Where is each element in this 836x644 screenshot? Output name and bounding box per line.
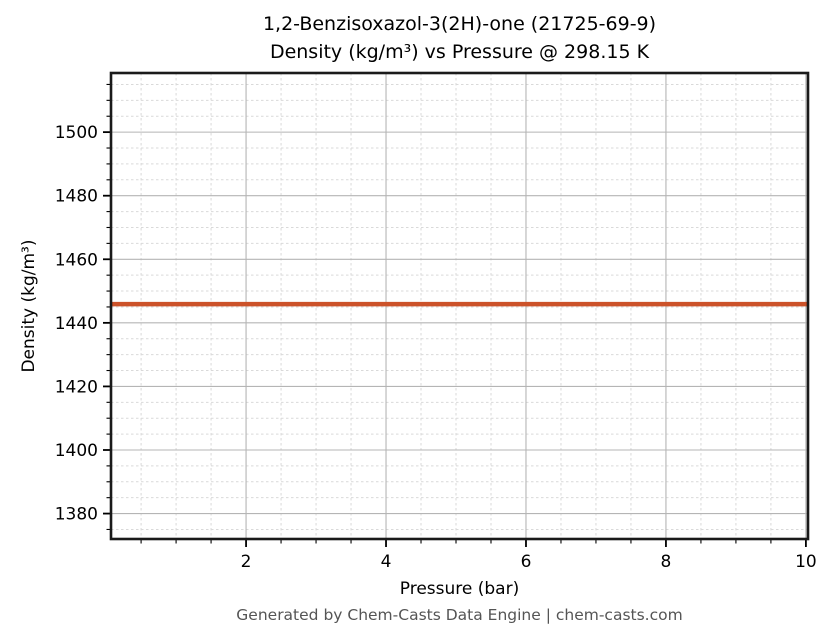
svg-text:1420: 1420 (55, 377, 98, 397)
svg-text:1380: 1380 (55, 505, 98, 525)
svg-text:2: 2 (241, 552, 252, 572)
x-axis-label: Pressure (bar) (399, 579, 520, 599)
svg-text:1440: 1440 (55, 314, 98, 334)
y-axis-label: Density (kg/m³) (19, 239, 39, 373)
svg-text:1400: 1400 (55, 441, 98, 461)
svg-text:10: 10 (795, 552, 817, 572)
footer-caption: Generated by Chem-Casts Data Engine | ch… (236, 606, 683, 624)
svg-text:1500: 1500 (55, 123, 98, 143)
svg-text:1460: 1460 (55, 250, 98, 270)
chart-subtitle: Density (kg/m³) vs Pressure @ 298.15 K (269, 41, 650, 63)
svg-text:8: 8 (661, 552, 672, 572)
svg-text:1480: 1480 (55, 187, 98, 207)
svg-text:4: 4 (381, 552, 392, 572)
chart-title: 1,2-Benzisoxazol-3(2H)-one (21725-69-9) (262, 13, 657, 35)
svg-text:6: 6 (521, 552, 532, 572)
